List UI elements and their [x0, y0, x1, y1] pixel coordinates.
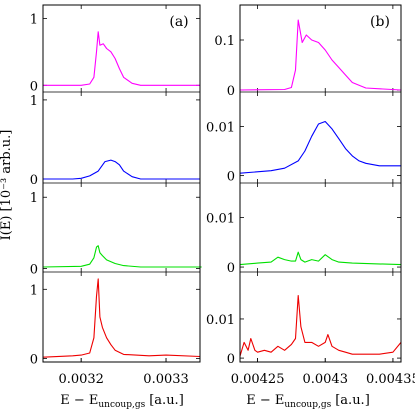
- y-tick-label: 0: [30, 79, 38, 94]
- y-tick-label: 0: [30, 173, 38, 188]
- series-line-row-4: [239, 294, 402, 357]
- x-axis-label-b: E − Euncoup,gs [a.u.]: [246, 393, 370, 410]
- x-tick-label: 0.0043: [302, 372, 348, 387]
- y-tick-label: 1: [30, 283, 38, 298]
- y-tick-label: 0: [30, 353, 38, 368]
- panel-tag: (b): [370, 14, 390, 30]
- panel-frame: [239, 4, 402, 363]
- y-tick-label: 0.1: [214, 34, 235, 49]
- panel-tag: (a): [169, 14, 188, 30]
- x-tick-label: 0.0033: [143, 372, 189, 387]
- y-tick-label: 1: [30, 94, 38, 109]
- series-line-row-2: [239, 120, 401, 174]
- y-tick-label: 1: [30, 191, 38, 206]
- row-2: 00.01: [206, 92, 401, 185]
- series-line-row-1: [43, 31, 200, 86]
- y-tick-label: 0: [227, 261, 235, 276]
- y-tick-label: 0: [227, 84, 235, 99]
- x-axis-label-a: E − Euncoup,gs [a.u.]: [60, 393, 184, 410]
- row-1: 01: [30, 5, 200, 94]
- series-line-row-3: [42, 245, 202, 268]
- y-tick-label: 0.01: [206, 212, 235, 227]
- row-4: 00.01: [206, 272, 402, 367]
- series-line-row-3: [239, 251, 402, 266]
- y-tick-label: 0.01: [206, 313, 235, 328]
- y-tick-label: 0: [227, 352, 235, 367]
- series-line-row-2: [43, 159, 200, 180]
- row-1: 00.1: [214, 5, 402, 99]
- row-3: 01: [30, 183, 202, 277]
- y-tick-label: 0: [30, 262, 38, 277]
- x-tick-label: 0.0032: [58, 372, 104, 387]
- y-tick-label: 1: [30, 12, 38, 27]
- y-tick-label: 0.01: [206, 120, 235, 135]
- x-tick-label: 0.00435: [366, 372, 415, 387]
- row-4: 01: [30, 272, 201, 368]
- series-line-row-4: [42, 278, 201, 358]
- y-axis-label: I(E) [10⁻³ arb.u.]: [0, 130, 14, 241]
- row-2: 01: [30, 92, 200, 188]
- y-tick-label: 0: [227, 170, 235, 185]
- panel-frame: [42, 4, 201, 363]
- x-tick-label: 0.00425: [231, 372, 285, 387]
- series-line-row-1: [239, 19, 402, 91]
- row-3: 00.01: [206, 183, 402, 276]
